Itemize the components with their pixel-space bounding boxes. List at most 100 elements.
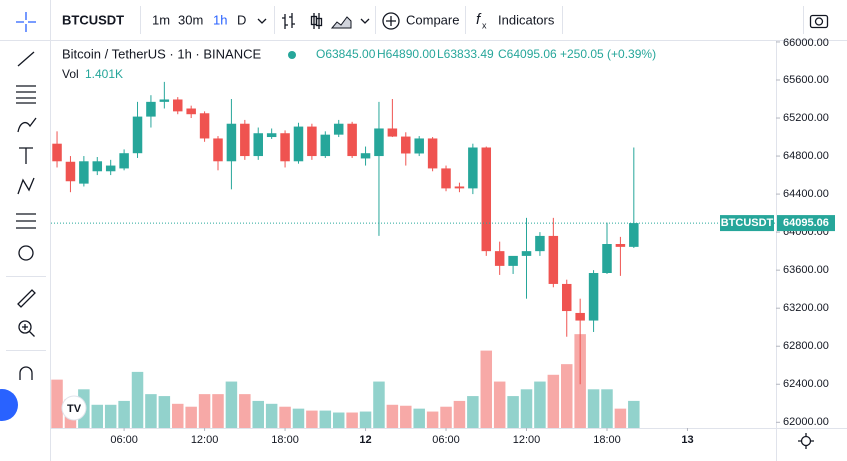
ohlc-change: +250.05 (+0.39%) — [560, 47, 656, 61]
volume-bar — [453, 400, 466, 428]
volume-bar — [239, 394, 251, 428]
candle-body — [615, 244, 626, 247]
trendline-tool[interactable] — [17, 51, 35, 67]
volume-bar — [104, 404, 117, 428]
market-status — [288, 51, 296, 59]
volume-value: 1.401K — [85, 67, 123, 81]
last-price-label: 64095.06 — [783, 217, 829, 229]
pattern-tool[interactable] — [17, 177, 35, 195]
screenshot-icon[interactable] — [809, 14, 829, 29]
settings-icon[interactable] — [800, 435, 812, 447]
volume-bar — [158, 396, 171, 428]
x-tick-label: 18:00 — [593, 434, 621, 446]
area-style-icon[interactable] — [330, 16, 352, 29]
plot: 62000.00 62400.00 62800.00 63200.00 63600.00… — [51, 37, 835, 446]
chevron[interactable] — [360, 18, 370, 24]
candle-body — [333, 123, 344, 135]
volume-bar — [373, 381, 385, 428]
candle-body — [226, 123, 237, 162]
candle-body — [414, 138, 424, 154]
x-tick-label: 12 — [359, 434, 371, 446]
volume-bar — [306, 410, 318, 428]
candle-body — [508, 255, 518, 266]
y-tick-label: 62400.00 — [783, 378, 829, 390]
candle-body — [186, 108, 196, 115]
y-tick-label: 64800.00 — [783, 150, 829, 162]
candle-body — [374, 128, 384, 157]
interval[interactable]: 30m — [178, 12, 203, 27]
candle-body — [548, 235, 559, 284]
volume-bar — [91, 404, 104, 428]
candle-body — [401, 136, 411, 154]
candle-body — [173, 99, 183, 112]
candle-body — [119, 153, 129, 169]
volume-bar — [480, 350, 493, 428]
candle-style-icon — [315, 17, 323, 27]
ruler-tool[interactable] — [17, 289, 36, 308]
ohlc-open: O63845.00 — [316, 47, 376, 61]
candle-body — [199, 113, 210, 139]
compare-icon[interactable] — [382, 12, 400, 30]
candle-body — [494, 251, 505, 266]
indicators-icon: x — [482, 20, 487, 30]
widget-badge[interactable] — [0, 389, 18, 421]
volume-bar — [212, 394, 224, 428]
emoji-tool[interactable] — [18, 245, 34, 261]
candle-body — [65, 161, 76, 182]
x-tick-label: 06:00 — [110, 434, 138, 446]
volume-bar — [279, 406, 291, 428]
volume-bar — [440, 406, 452, 428]
x-tick-label: 12:00 — [191, 434, 219, 446]
candle-body — [588, 273, 599, 321]
interval[interactable]: 1m — [152, 12, 170, 27]
interval[interactable]: D — [237, 12, 246, 27]
plot-area — [51, 81, 776, 428]
indicators-icon[interactable]: f — [476, 11, 482, 28]
candle-body — [213, 138, 223, 162]
candle-body — [92, 161, 103, 172]
volume-bar — [426, 411, 439, 428]
candle-body — [146, 101, 156, 117]
volume-bar — [386, 404, 399, 428]
volume-bar — [467, 396, 479, 428]
brush-tool[interactable] — [17, 117, 37, 133]
last-price-name-box — [720, 215, 774, 232]
candle-body — [602, 244, 612, 274]
chevron[interactable] — [257, 18, 267, 24]
compare[interactable]: Compare — [406, 12, 459, 27]
candle-body — [280, 133, 290, 162]
candle-body — [481, 147, 492, 252]
prediction-tool[interactable] — [16, 213, 36, 229]
text-tool[interactable] — [19, 147, 33, 164]
volume-bar — [587, 389, 600, 428]
bar-style-icon[interactable] — [282, 13, 295, 29]
zoom-tool — [22, 324, 35, 337]
crosshair-tool[interactable] — [16, 12, 36, 32]
screenshot-icon — [814, 17, 824, 26]
ohlc-low: L63833.49 — [437, 47, 494, 61]
volume-bar — [614, 408, 627, 428]
volume-bar — [534, 381, 546, 428]
candle-style-icon[interactable] — [313, 13, 320, 29]
y-tick-label: 62800.00 — [783, 340, 829, 352]
volume-bar — [51, 379, 63, 428]
volume-bar — [145, 394, 157, 428]
y-tick-label: 66000.00 — [783, 37, 829, 49]
ohlc-close: C64095.06 — [498, 47, 557, 61]
volume-bar — [198, 394, 211, 428]
volume-bar — [332, 412, 345, 428]
symbol[interactable]: BTCUSDT — [62, 12, 124, 27]
settings-icon — [798, 433, 814, 449]
symbol-line: Bitcoin / TetherUS · 1h · BINANCE — [62, 46, 261, 61]
fib-tool[interactable] — [16, 85, 36, 104]
x-tick-label: 13 — [681, 434, 693, 446]
zoom-tool[interactable] — [18, 320, 32, 334]
volume-bar — [346, 412, 358, 428]
interval[interactable]: 1h — [213, 12, 227, 27]
indicators[interactable]: Indicators — [498, 12, 555, 27]
volume-bar — [319, 410, 332, 428]
logo[interactable] — [61, 395, 87, 421]
magnet-tool[interactable] — [19, 366, 33, 380]
